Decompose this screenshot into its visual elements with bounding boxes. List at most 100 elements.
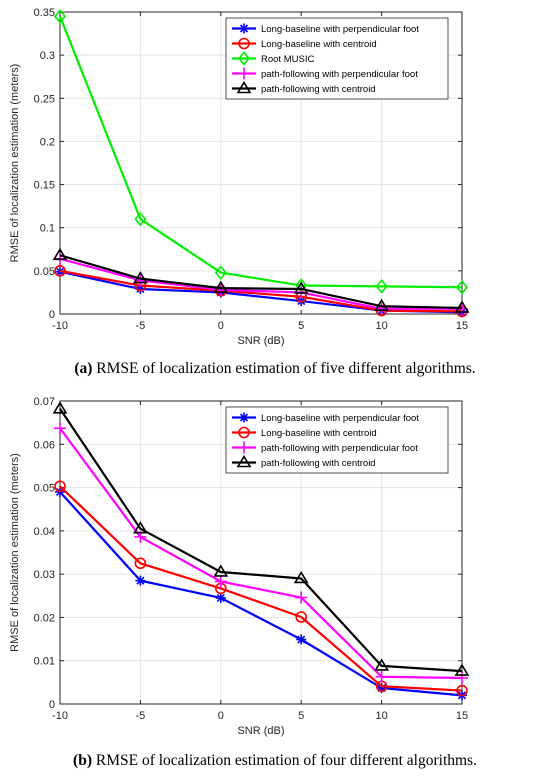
legend-marker: [238, 37, 250, 50]
series-2: [53, 9, 469, 295]
series-line: [58, 15, 463, 289]
y-tick-label: 0.1: [40, 223, 55, 235]
x-tick-label: -10: [52, 710, 68, 722]
legend-label: path-following with centroid: [261, 458, 376, 469]
legend: Long-baseline with perpendicular foot Lon…: [225, 17, 449, 100]
y-tick-label: 0: [49, 699, 55, 711]
x-tick-label: -5: [136, 320, 146, 332]
legend-label: path-following with centroid: [261, 84, 376, 95]
series-line: [59, 485, 463, 692]
caption-a-tag: (a): [74, 360, 93, 377]
legend-marker: [238, 67, 250, 80]
legend-label: Long-baseline with centroid: [261, 428, 377, 439]
data-point: [293, 570, 309, 584]
legend-marker: [236, 80, 252, 94]
y-tick-label: 0.05: [34, 266, 55, 278]
y-tick-label: 0.3: [40, 50, 55, 62]
legend-entry: Long-baseline with centroid: [232, 426, 377, 439]
data-point: [295, 611, 308, 623]
chart-b: -10 -5 0 5 10 15 0 0.01 0.02 0.03 0.04 0.05 0.06 0.07…: [9, 396, 470, 737]
data-point: [454, 663, 470, 676]
data-point: [374, 298, 390, 312]
y-tick-label: 0.04: [34, 526, 55, 538]
legend-box: [225, 406, 449, 474]
y-tick-label: 0.01: [34, 656, 55, 668]
data-point: [54, 265, 66, 277]
data-point: [54, 422, 66, 435]
axes-box: [59, 11, 463, 315]
data-point: [213, 564, 229, 577]
y-tick-label: 0.02: [34, 612, 55, 624]
data-point: [295, 591, 308, 604]
data-point: [52, 247, 68, 261]
legend-entry: Long-baseline with perpendicular foot: [232, 412, 419, 424]
data-point: [54, 480, 66, 493]
chart-a: -10 -5 0 5 10 15 0 0.05 0.1 0.15 0.2 0.25 0.3 0.35 SNR…: [9, 7, 470, 347]
data-point: [132, 271, 148, 284]
y-tick-label: 0.25: [34, 93, 55, 105]
data-point: [213, 280, 229, 293]
y-tick-label: 0: [49, 309, 55, 321]
data-point: [454, 300, 470, 313]
x-tick-label: 15: [456, 320, 468, 332]
x-tick-label: 5: [298, 320, 304, 332]
x-tick-label: 0: [218, 710, 224, 722]
data-point: [214, 265, 227, 280]
series-line: [59, 491, 463, 697]
series-4: [52, 247, 470, 313]
y-tick-label: 0.07: [34, 396, 55, 408]
y-tick-label: 0.05: [34, 483, 55, 495]
legend-label: Long-baseline with perpendicular foot: [261, 24, 419, 35]
legend-marker: [236, 454, 252, 468]
data-point: [132, 521, 148, 534]
legend-marker: [239, 23, 249, 34]
series-0: [55, 486, 467, 701]
y-tick-label: 0.03: [34, 569, 55, 581]
legend-entry: path-following with centroid: [232, 454, 376, 469]
legend-entry: Long-baseline with perpendicular foot: [232, 23, 419, 35]
x-axis-label: SNR (dB): [237, 725, 284, 737]
x-tick-label: 0: [218, 320, 224, 332]
series-line: [59, 408, 463, 673]
y-tick-label: 0.15: [34, 180, 55, 192]
legend-box: [225, 17, 449, 100]
caption-b-text: RMSE of localization estimation of four …: [95, 752, 477, 769]
data-point: [134, 557, 147, 570]
legend-marker: [237, 51, 251, 66]
data-point: [374, 658, 390, 671]
series-3: [52, 401, 470, 676]
legend-entry: Long-baseline with centroid: [232, 37, 377, 50]
data-point: [52, 401, 68, 414]
caption-a-text: RMSE of localization estimation of five …: [96, 360, 476, 377]
legend-entry: path-following with perpendicular foot: [232, 67, 418, 80]
legend-label: Long-baseline with perpendicular foot: [261, 413, 419, 424]
caption-b-tag: (b): [73, 752, 92, 769]
y-axis-label: RMSE of localization estimation (meters): [9, 64, 21, 263]
data-point: [375, 279, 388, 294]
data-point: [296, 634, 307, 645]
legend-entry: path-following with perpendicular foot: [232, 441, 418, 454]
data-point: [456, 672, 468, 685]
y-tick-label: 0.06: [34, 439, 55, 451]
data-point: [455, 280, 469, 295]
data-point: [53, 9, 67, 24]
legend-marker: [238, 426, 250, 439]
series-line: [59, 269, 463, 313]
data-point: [215, 592, 226, 603]
legend-entry: path-following with centroid: [232, 80, 376, 95]
x-tick-label: -10: [52, 320, 68, 332]
legend: Long-baseline with perpendicular foot Lon…: [225, 406, 449, 474]
x-tick-label: 10: [375, 320, 387, 332]
y-axis-label: RMSE of localization estimation (meters): [9, 453, 21, 652]
legend-label: Root MUSIC: [261, 54, 314, 65]
y-tick-label: 0.35: [34, 7, 55, 19]
data-point: [214, 575, 227, 588]
x-tick-label: 5: [298, 710, 304, 722]
data-point: [375, 302, 388, 315]
x-tick-label: 10: [375, 710, 387, 722]
caption-a: (a) RMSE of localization estimation of f…: [0, 360, 550, 378]
x-tick-label: -5: [136, 710, 146, 722]
axes-box: [59, 400, 463, 705]
legend-label: path-following with perpendicular foot: [261, 443, 418, 454]
